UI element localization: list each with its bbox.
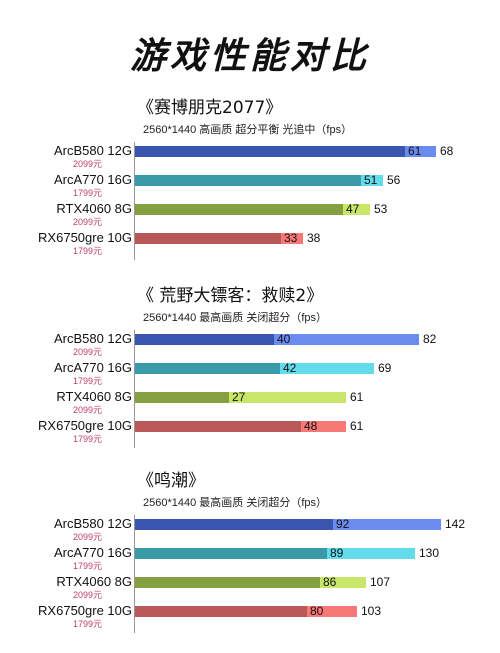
- bar-max-value: 107: [370, 575, 391, 589]
- gpu-name-label: RX6750gre 10G: [38, 230, 132, 245]
- bar-avg-value: 40: [277, 332, 291, 346]
- bar-avg: [135, 519, 333, 530]
- game-settings: 2560*1440 高画质 超分平衡 光追中（fps）: [143, 124, 353, 136]
- gpu-name-label: RTX4060 8G: [56, 201, 132, 216]
- bar-avg: [135, 421, 301, 432]
- axis-line: [134, 142, 135, 260]
- bar-max-value: 69: [378, 361, 392, 375]
- gpu-price-label: 1799元: [72, 434, 102, 444]
- gpu-name-label: ArcA770 16G: [53, 172, 132, 187]
- gpu-price-label: 2099元: [72, 347, 102, 357]
- gpu-price-label: 1799元: [72, 188, 102, 198]
- bar-max-value: 61: [350, 419, 364, 433]
- bar-avg: [135, 392, 229, 403]
- gpu-price-label: 2099元: [72, 590, 102, 600]
- bar-avg-value: 33: [284, 231, 298, 245]
- game-title: 《鸣潮》: [137, 471, 205, 491]
- bar-max: [135, 334, 419, 345]
- bar-avg: [135, 146, 405, 157]
- bar-max-value: 130: [419, 546, 440, 560]
- bar-max-value: 142: [445, 517, 466, 531]
- bar-max-value: 82: [423, 332, 437, 346]
- bar-avg: [135, 363, 280, 374]
- bar-avg: [135, 606, 307, 617]
- gpu-price-label: 2099元: [72, 405, 102, 415]
- axis-line: [134, 515, 135, 633]
- game-settings: 2560*1440 最高画质 关闭超分（fps）: [143, 312, 328, 324]
- game-title: 《 荒野大镖客：救赎2》: [137, 286, 324, 306]
- bar-avg-value: 47: [346, 202, 360, 216]
- bar-avg-value: 86: [323, 575, 337, 589]
- bar-avg-value: 61: [408, 144, 422, 158]
- axis-line: [134, 330, 135, 448]
- gpu-price-label: 2099元: [72, 532, 102, 542]
- gpu-name-label: RX6750gre 10G: [38, 603, 132, 618]
- gpu-price-label: 1799元: [72, 619, 102, 629]
- gpu-price-label: 2099元: [72, 159, 102, 169]
- gpu-name-label: RTX4060 8G: [56, 574, 132, 589]
- bar-avg: [135, 233, 281, 244]
- gpu-name-label: ArcB580 12G: [53, 143, 132, 158]
- game-settings: 2560*1440 最高画质 关闭超分（fps）: [143, 497, 328, 509]
- game-title: 《赛博朋克2077》: [137, 98, 283, 118]
- bar-avg-value: 89: [330, 546, 344, 560]
- gpu-name-label: ArcA770 16G: [53, 360, 132, 375]
- bar-avg: [135, 204, 343, 215]
- bar-avg: [135, 548, 327, 559]
- bar-avg-value: 51: [364, 173, 378, 187]
- bar-avg: [135, 175, 361, 186]
- bar-max-value: 61: [350, 390, 364, 404]
- gpu-price-label: 1799元: [72, 376, 102, 386]
- bar-max-value: 103: [361, 604, 382, 618]
- bar-max-value: 53: [374, 202, 388, 216]
- bar-avg-value: 92: [336, 517, 350, 531]
- bar-avg-value: 80: [310, 604, 324, 618]
- gpu-name-label: ArcB580 12G: [53, 516, 132, 531]
- bar-avg: [135, 334, 274, 345]
- gpu-name-label: RX6750gre 10G: [38, 418, 132, 433]
- gpu-price-label: 2099元: [72, 217, 102, 227]
- gpu-name-label: ArcA770 16G: [53, 545, 132, 560]
- gpu-name-label: RTX4060 8G: [56, 389, 132, 404]
- page-title: 游戏性能对比: [129, 36, 370, 77]
- bar-avg-value: 27: [232, 390, 246, 404]
- bar-max: [135, 392, 346, 403]
- gpu-price-label: 1799元: [72, 561, 102, 571]
- bar-max-value: 38: [307, 231, 321, 245]
- bar-max-value: 68: [440, 144, 454, 158]
- bar-max-value: 56: [387, 173, 401, 187]
- gpu-price-label: 1799元: [72, 246, 102, 256]
- bar-avg-value: 48: [304, 419, 318, 433]
- bar-avg-value: 42: [283, 361, 297, 375]
- bar-avg: [135, 577, 320, 588]
- gpu-name-label: ArcB580 12G: [53, 331, 132, 346]
